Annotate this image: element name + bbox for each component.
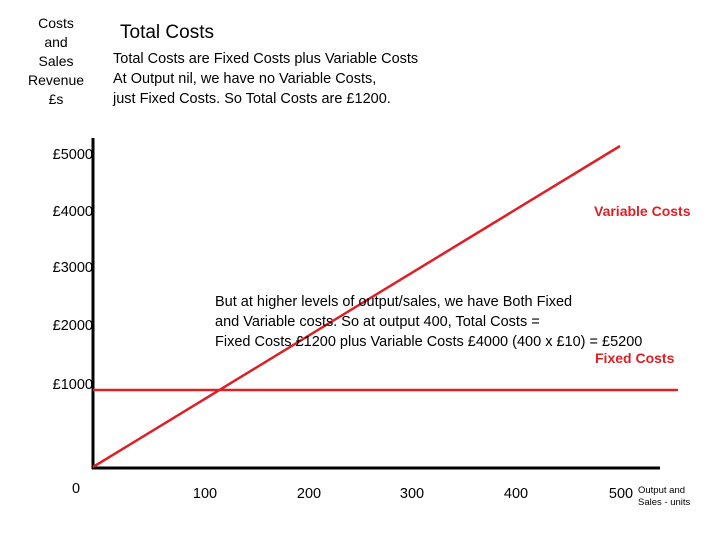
x-axis-label: Output and Sales - units — [638, 485, 691, 508]
y-tick-label: £5000 — [52, 147, 93, 163]
x-tick-label: 500 — [608, 486, 634, 502]
annotation-line: and Variable costs. So at output 400, To… — [215, 314, 540, 330]
y-tick-label: £3000 — [52, 260, 93, 276]
y-tick-label: £4000 — [52, 204, 93, 220]
intro-line: At Output nil, we have no Variable Costs… — [113, 71, 377, 87]
annotation-line: But at higher levels of output/sales, we… — [215, 294, 573, 310]
x-tick-label: 200 — [296, 486, 322, 502]
x-tick-label: 0 — [71, 481, 81, 497]
fixed-costs-label: Fixed Costs — [595, 350, 675, 366]
y-tick-label: £1000 — [52, 377, 93, 393]
x-tick-label: 400 — [503, 486, 529, 502]
x-tick-label: 100 — [192, 486, 218, 502]
annotation-text: But at higher levels of output/sales, we… — [215, 292, 642, 352]
annotation-line: Fixed Costs £1200 plus Variable Costs £4… — [215, 334, 643, 350]
intro-line: just Fixed Costs. So Total Costs are £12… — [113, 91, 391, 107]
slide-title: Total Costs — [120, 22, 214, 43]
x-tick-label: 300 — [399, 486, 425, 502]
y-tick-label: £2000 — [52, 318, 93, 334]
intro-line: Total Costs are Fixed Costs plus Variabl… — [113, 51, 419, 67]
intro-text: Total Costs are Fixed Costs plus Variabl… — [113, 49, 418, 109]
series-line-variable-costs — [92, 144, 621, 469]
variable-costs-label: Variable Costs — [594, 203, 691, 219]
y-axis-label: Costs and Sales Revenue £s — [27, 15, 85, 107]
